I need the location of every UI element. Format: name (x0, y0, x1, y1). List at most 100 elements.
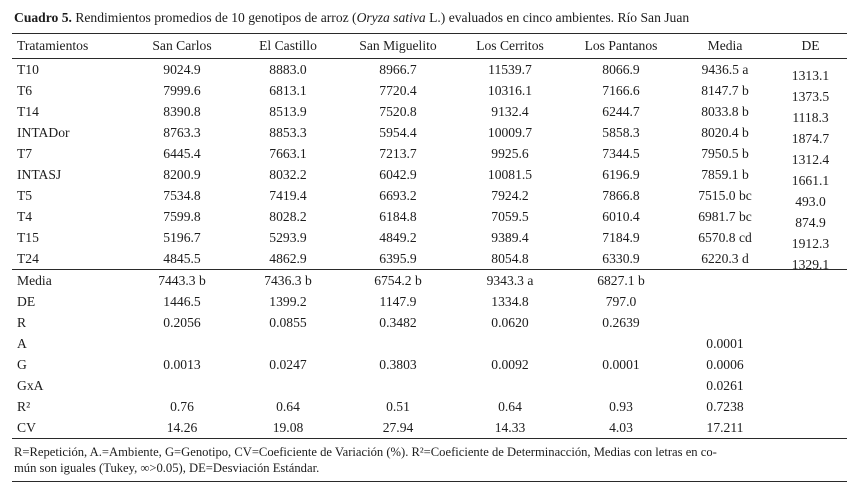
row-label-cell: T24 (17, 251, 39, 266)
table-row: R² 0.76 0.64 0.51 0.64 0.93 0.7238 (12, 396, 847, 417)
table-row: G 0.0013 0.0247 0.3803 0.0092 0.0001 0.0006 (12, 354, 847, 375)
value-cell: 8032.2 (269, 167, 307, 182)
value-cell: 6196.9 (602, 167, 640, 182)
value-cell: 6445.4 (163, 146, 201, 161)
value-cell: 9024.9 (163, 62, 201, 77)
row-label-cell: T10 (17, 62, 39, 77)
value-cell (454, 333, 566, 354)
row-label-cell: INTADor (17, 125, 70, 140)
value-cell: 6244.7 (602, 104, 640, 119)
value-cell (774, 354, 847, 375)
value-cell: 7534.8 (163, 188, 201, 203)
table-row: INTADor 8763.3 8853.3 5954.4 10009.7 5858.3 80… (12, 122, 847, 146)
value-cell: 7950.5 b (701, 146, 749, 161)
value-cell: 9925.6 (491, 146, 529, 161)
value-cell: 14.26 (130, 417, 234, 439)
value-cell: 9389.4 (491, 230, 529, 245)
value-cell: 1118.3 (792, 110, 829, 125)
value-cell (234, 375, 342, 396)
row-label-cell: Media (12, 269, 130, 291)
value-cell (774, 269, 847, 291)
value-cell: 4849.2 (379, 230, 417, 245)
value-cell: 14.33 (454, 417, 566, 439)
value-cell: 6395.9 (379, 251, 417, 266)
value-cell: 1446.5 (163, 294, 201, 309)
value-cell: 1399.2 (269, 294, 307, 309)
value-cell: 0.0013 (163, 357, 201, 372)
value-cell: 0.0261 (706, 378, 744, 393)
value-cell: 9436.5 a (701, 62, 749, 77)
value-cell: 8966.7 (379, 62, 417, 77)
row-label-cell: G (17, 357, 27, 372)
value-cell (130, 375, 234, 396)
value-cell (130, 333, 234, 354)
table-row: A 0.0001 (12, 333, 847, 354)
value-cell: 0.0247 (269, 357, 307, 372)
value-cell (774, 312, 847, 333)
table-footnote: R=Repetición, A.=Ambiente, G=Genotipo, C… (12, 444, 847, 482)
caption-species: Oryza sativa (356, 10, 426, 25)
row-label-cell: INTASJ (17, 167, 62, 182)
value-cell: 797.0 (605, 294, 637, 309)
value-cell: 1373.5 (791, 89, 830, 104)
value-cell: 8853.3 (269, 125, 307, 140)
value-cell: 8054.8 (491, 251, 529, 266)
value-cell: 9343.3 a (454, 269, 566, 291)
value-cell (342, 375, 454, 396)
value-cell: 7599.8 (163, 209, 201, 224)
value-cell: 4.03 (566, 417, 676, 439)
value-cell: 10009.7 (487, 125, 533, 140)
table-row: DE 1446.5 1399.2 1147.9 1334.8 797.0 (12, 291, 847, 312)
value-cell: 0.7238 (706, 399, 744, 414)
value-cell: 5196.7 (163, 230, 201, 245)
value-cell: 6220.3 d (701, 251, 749, 266)
table-row: T4 7599.8 8028.2 6184.8 7059.5 6010.4 6981.7 b… (12, 206, 847, 230)
header-row: Tratamientos San Carlos El Castillo San Mig… (12, 33, 847, 59)
value-cell: 0.51 (386, 399, 410, 414)
value-cell: 8147.7 b (701, 83, 749, 98)
value-cell (566, 333, 676, 354)
value-cell: 19.08 (234, 417, 342, 439)
value-cell: 17.211 (676, 417, 774, 439)
value-cell: 1912.3 (791, 236, 830, 251)
value-cell: 0.0001 (706, 336, 744, 351)
value-cell: 0.64 (276, 399, 300, 414)
row-label-cell: GxA (17, 378, 44, 393)
value-cell: 7344.5 (602, 146, 640, 161)
value-cell: 6693.2 (379, 188, 417, 203)
value-cell: 1334.8 (491, 294, 529, 309)
value-cell: 7213.7 (379, 146, 417, 161)
value-cell: 8066.9 (602, 62, 640, 77)
value-cell: 5293.9 (269, 230, 307, 245)
table-row: T10 9024.9 8883.0 8966.7 11539.7 8066.9 9436.5… (12, 59, 847, 83)
value-cell: 1874.7 (791, 131, 830, 146)
value-cell: 5858.3 (602, 125, 640, 140)
value-cell (774, 291, 847, 312)
value-cell: 7436.3 b (234, 269, 342, 291)
value-cell: 6981.7 bc (698, 209, 752, 224)
value-cell (774, 396, 847, 417)
value-cell (774, 333, 847, 354)
value-cell: 6330.9 (602, 251, 640, 266)
value-cell: 6042.9 (379, 167, 417, 182)
value-cell: 7515.0 bc (698, 188, 752, 203)
value-cell: 10316.1 (487, 83, 533, 98)
row-label-cell: R² (17, 399, 31, 414)
value-cell: 27.94 (342, 417, 454, 439)
value-cell: 0.3803 (379, 357, 417, 372)
table-row: R 0.2056 0.0855 0.3482 0.0620 0.2639 (12, 312, 847, 333)
footnote-line-1: R=Repetición, A.=Ambiente, G=Genotipo, C… (14, 445, 717, 459)
value-cell: 0.3482 (379, 315, 417, 330)
footnote-line-2: mún son iguales (Tukey, ∞>0.05), DE=Desv… (14, 461, 320, 475)
value-cell: 11539.7 (488, 62, 532, 77)
value-cell (774, 417, 847, 439)
table-row: GxA 0.0261 (12, 375, 847, 396)
value-cell: 8033.8 b (701, 104, 749, 119)
caption-text-1: Rendimientos promedios de 10 genotipos d… (71, 10, 357, 25)
value-cell: 0.76 (170, 399, 194, 414)
value-cell: 1312.4 (791, 152, 830, 167)
value-cell (676, 312, 774, 333)
statistics-rows-body: Media 7443.3 b 7436.3 b 6754.2 b 9343.3 a 682… (12, 269, 847, 439)
genotype-rows-body: T10 9024.9 8883.0 8966.7 11539.7 8066.9 9436.5… (12, 59, 847, 272)
value-cell: 7999.6 (163, 83, 201, 98)
